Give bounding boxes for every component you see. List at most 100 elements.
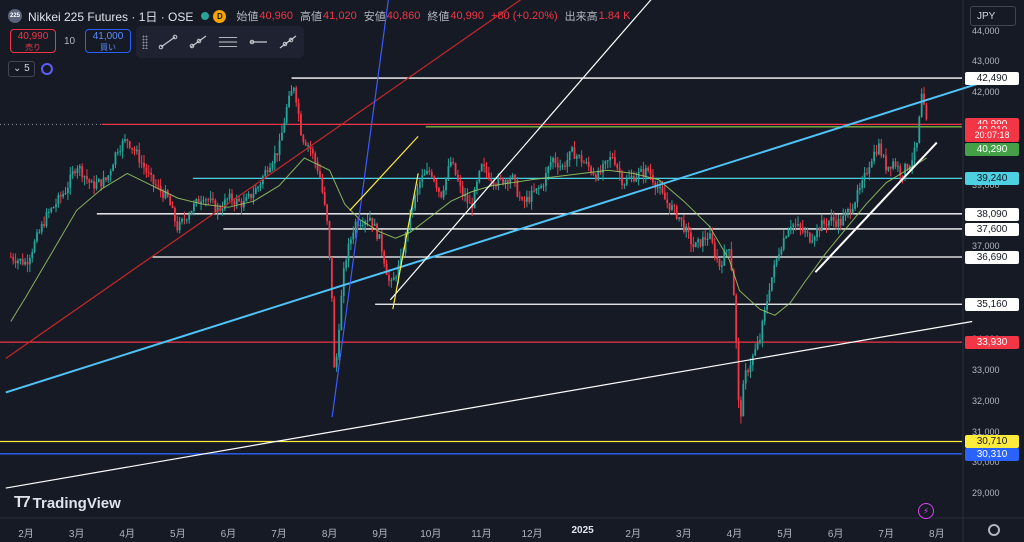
- candle-body: [518, 196, 521, 198]
- candle-body: [490, 179, 493, 182]
- low-label: 安値: [363, 11, 386, 23]
- price-level-label: 38,090: [965, 207, 1019, 221]
- candle-body: [704, 237, 707, 240]
- candle-body: [273, 153, 276, 164]
- candle-body: [193, 203, 195, 211]
- candle-body: [875, 151, 878, 155]
- candle-body: [797, 224, 799, 226]
- price-tick-label: 30,000: [972, 457, 1000, 468]
- candle-body: [473, 189, 476, 209]
- candle-body: [770, 277, 773, 291]
- candle-body: [352, 232, 355, 240]
- symbol-title[interactable]: Nikkei 225 Futures · 1日 · OSE: [28, 9, 194, 24]
- candle-body: [114, 152, 117, 165]
- candle-body: [433, 176, 436, 182]
- candle-body: [901, 175, 904, 177]
- candle-body: [635, 177, 638, 182]
- candle-body: [652, 175, 654, 183]
- candle-body: [742, 383, 745, 417]
- drawing-toolbar: [136, 26, 304, 58]
- time-tick-label: 8月: [321, 529, 338, 540]
- candle-body: [918, 116, 921, 143]
- candle-body: [699, 239, 702, 247]
- candle-body: [792, 224, 795, 227]
- time-tick-label: 5月: [777, 529, 793, 540]
- candle-body: [813, 237, 816, 241]
- delayed-data-badge[interactable]: D: [213, 9, 227, 23]
- indicator-toggle-button[interactable]: ⌄ 5: [8, 61, 35, 77]
- candle-body: [262, 176, 264, 185]
- drag-handle-icon[interactable]: [142, 35, 148, 49]
- candle-body: [350, 239, 352, 244]
- indicator-settings-icon[interactable]: [40, 63, 53, 75]
- buy-button[interactable]: 41,000 買い: [85, 29, 131, 53]
- flash-icon[interactable]: ⚡: [918, 503, 934, 519]
- candle-body: [457, 174, 459, 181]
- candle-body: [188, 214, 191, 220]
- candle-body: [247, 193, 250, 198]
- candle-body: [143, 162, 145, 168]
- volume-label: 出来高: [564, 11, 598, 23]
- candle-body: [366, 220, 369, 222]
- gear-icon[interactable]: [988, 524, 1000, 536]
- candle-body: [801, 227, 804, 232]
- candle-body: [701, 237, 704, 247]
- currency-selector[interactable]: JPY: [970, 6, 1016, 26]
- candle-body: [309, 145, 312, 150]
- time-tick-label: 3月: [68, 529, 85, 540]
- candle-body: [556, 163, 559, 168]
- candle-body: [71, 171, 74, 175]
- parallel-channel-icon[interactable]: [218, 32, 238, 52]
- time-tick-label: 11月: [471, 529, 492, 540]
- candle-body: [892, 161, 895, 169]
- candle-body: [231, 193, 233, 202]
- candle-body: [459, 180, 462, 187]
- candle-body: [761, 321, 764, 340]
- candle-body: [630, 176, 633, 178]
- candle-body: [421, 175, 424, 182]
- candle-body: [288, 95, 290, 107]
- candle-body: [200, 201, 202, 204]
- candle-body: [204, 199, 207, 201]
- candle-body: [109, 171, 112, 176]
- candle-body: [854, 202, 856, 209]
- candle-body: [578, 155, 581, 157]
- candle-body: [747, 370, 749, 373]
- extended-line-icon[interactable]: [278, 32, 298, 52]
- candle-body: [36, 232, 38, 242]
- candle-body: [269, 167, 271, 173]
- candle-body: [885, 155, 887, 171]
- ray-tool-icon[interactable]: [188, 32, 208, 52]
- indicator-row: ⌄ 5: [8, 61, 53, 77]
- time-tick-label: 5月: [170, 529, 186, 540]
- trendline-tool-icon[interactable]: [158, 32, 178, 52]
- candle-body: [718, 259, 721, 267]
- candle-body: [416, 188, 419, 196]
- candle-body: [516, 180, 519, 197]
- candle-body: [545, 173, 547, 186]
- candle-body: [326, 204, 329, 222]
- sell-button[interactable]: 40,990 売り: [10, 29, 56, 53]
- candle-body: [618, 168, 621, 174]
- candle-body: [295, 87, 298, 103]
- price-level-label: 33,930: [965, 336, 1019, 350]
- candle-body: [506, 180, 509, 184]
- candle-body: [430, 171, 433, 177]
- candle-body: [395, 277, 397, 279]
- candle-body: [185, 219, 188, 221]
- market-status-icon[interactable]: [201, 12, 210, 20]
- candle-body: [152, 174, 155, 185]
- candle-body: [678, 217, 680, 219]
- horizontal-ray-icon[interactable]: [248, 32, 268, 52]
- candle-body: [656, 187, 659, 189]
- close-value: 40,990: [450, 10, 485, 22]
- candle-body: [808, 232, 811, 243]
- tradingview-logo[interactable]: T7 TradingView: [14, 494, 121, 512]
- buy-price: 41,000: [92, 31, 124, 42]
- candle-body: [523, 199, 526, 202]
- candle-body: [694, 242, 697, 248]
- candle-body: [616, 164, 619, 169]
- time-tick-label: 4月: [726, 529, 743, 540]
- price-tick-label: 32,000: [972, 395, 1000, 406]
